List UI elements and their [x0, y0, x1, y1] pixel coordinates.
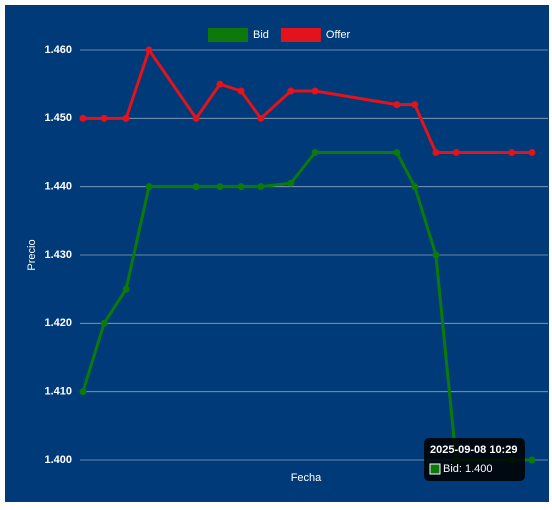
y-tick-label: 1.400 [44, 454, 72, 466]
point [79, 388, 87, 396]
point [411, 101, 419, 109]
tooltip [424, 438, 525, 481]
point [287, 87, 295, 95]
point [237, 87, 245, 95]
point [216, 80, 224, 88]
point [508, 149, 516, 156]
point [528, 456, 536, 464]
point [216, 183, 224, 191]
point [393, 101, 401, 109]
y-tick-label: 1.460 [44, 44, 72, 56]
point [192, 114, 200, 122]
point [122, 114, 130, 122]
point [452, 149, 460, 156]
legend-swatch [280, 28, 321, 42]
point [192, 183, 200, 191]
point [432, 149, 440, 156]
point [100, 319, 108, 327]
point [257, 114, 265, 122]
point [257, 183, 265, 191]
point [432, 251, 440, 259]
point [145, 183, 153, 191]
point [100, 114, 108, 122]
series-line [83, 48, 532, 154]
tooltip-title: 2025-09-08 10:29 [430, 444, 517, 456]
y-tick-label: 1.420 [44, 317, 72, 329]
plot-background [5, 5, 549, 502]
series-line [81, 151, 532, 462]
point [393, 149, 401, 156]
y-tick-label: 1.440 [44, 181, 72, 193]
point [237, 183, 245, 191]
tooltip-swatch [429, 463, 441, 475]
point [311, 149, 319, 156]
legend-swatch [208, 28, 248, 42]
tooltip-label: Bid: 1.400 [443, 463, 493, 475]
point [145, 46, 153, 54]
y-tick-label: 1.410 [44, 386, 72, 398]
x-axis-title: Fecha [291, 472, 322, 484]
y-tick-label: 1.430 [44, 249, 72, 261]
y-axis-title: Precio [26, 239, 38, 270]
point [122, 285, 130, 293]
point [79, 114, 87, 122]
y-tick-label: 1.450 [44, 112, 72, 124]
point [528, 149, 536, 156]
point [311, 87, 319, 95]
legend-label: Offer [326, 29, 351, 41]
point [411, 183, 419, 191]
legend-label: Bid [253, 29, 269, 41]
point [287, 179, 295, 187]
